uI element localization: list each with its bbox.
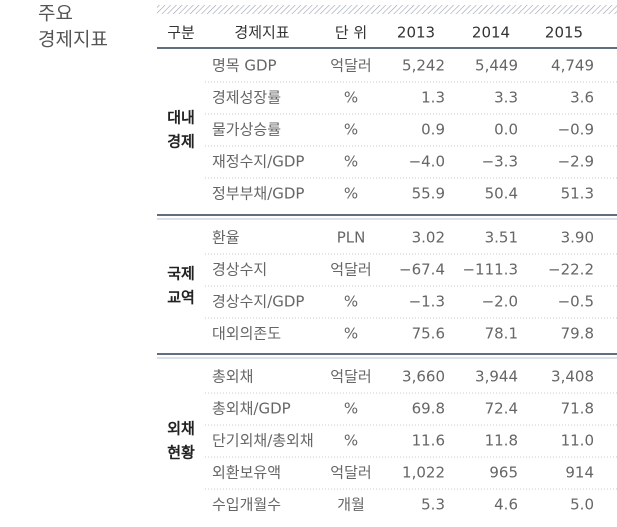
cell: 1,022 [402,464,445,482]
header-cell: 2014 [472,24,510,42]
cell: % [344,185,358,203]
cell: 명목 GDP [212,57,277,75]
group-label: 외채 [167,420,195,438]
cell: 개월 [337,496,365,514]
cell: 3,660 [402,368,445,386]
cell: 대외의존도 [212,325,281,343]
header-cell: 단 위 [335,24,367,42]
cell: 3.6 [570,89,594,107]
cell: 억달러 [330,368,371,386]
cell: 3,408 [551,368,594,386]
cell: −3.3 [482,153,518,171]
cell: −0.5 [558,293,594,311]
cell: −22.2 [548,261,594,279]
cell: 965 [489,464,518,482]
cell: 총외채/GDP [212,400,291,418]
title-line: 경제지표 [38,29,108,51]
cell: % [344,400,358,418]
cell: 78.1 [485,325,518,343]
group-label: 현황 [167,444,195,462]
cell: 5.0 [570,496,594,514]
cell: 4.6 [494,496,518,514]
cell: −2.0 [482,293,518,311]
cell: 단기외채/총외채 [212,432,314,450]
cell: PLN [337,229,366,247]
cell: % [344,153,358,171]
cell: −111.3 [462,261,518,279]
cell: % [344,89,358,107]
cell: 외환보유액 [212,464,281,482]
cell: 72.4 [485,400,518,418]
cell: 3.02 [412,229,445,247]
cell: 4,749 [551,57,594,75]
cell: 억달러 [330,464,371,482]
cell: 5,242 [402,57,445,75]
group-label: 대내 [167,109,195,127]
header-hatch [157,5,617,14]
cell: 5.3 [421,496,445,514]
cell: 75.6 [412,325,445,343]
cell: 경상수지/GDP [212,293,304,311]
cell: 물가상승률 [212,121,281,139]
group-label: 경제 [167,133,195,151]
title-line: 주요 [38,3,73,25]
cell: −2.9 [558,153,594,171]
group-label: 교역 [167,289,195,307]
cell: % [344,432,358,450]
cell: 경상수지 [212,261,267,279]
cell: 정부부채/GDP [212,185,304,203]
cell: % [344,293,358,311]
header-cell: 2015 [545,24,583,42]
cell: −4.0 [409,153,445,171]
cell: 3.90 [561,229,594,247]
cell: 3.51 [485,229,518,247]
cell: % [344,121,358,139]
cell: 수입개월수 [212,496,281,514]
cell: 79.8 [561,325,594,343]
cell: 경제성장률 [212,89,281,107]
cell: 0.0 [494,121,518,139]
cell: 51.3 [561,185,594,203]
cell: −1.3 [409,293,445,311]
cell: 0.9 [421,121,445,139]
cell: % [344,325,358,343]
cell: 3.3 [494,89,518,107]
cell: −67.4 [399,261,445,279]
cell: 71.8 [561,400,594,418]
header-cell: 구분 [167,24,195,42]
cell: 11.0 [561,432,594,450]
cell: 914 [565,464,594,482]
group-label: 국제 [167,265,195,283]
cell: 총외채 [212,368,253,386]
cell: 3,944 [475,368,518,386]
cell: 50.4 [485,185,518,203]
cell: 환율 [212,229,240,247]
cell: 11.8 [485,432,518,450]
cell: 억달러 [330,57,371,75]
cell: 재정수지/GDP [212,153,304,171]
header-cell: 2013 [397,24,435,42]
cell: 69.8 [412,400,445,418]
cell: 5,449 [475,57,518,75]
header-cell: 경제지표 [234,24,289,42]
cell: 1.3 [421,89,445,107]
cell: 11.6 [412,432,445,450]
cell: 억달러 [330,261,371,279]
cell: 55.9 [412,185,445,203]
cell: −0.9 [558,121,594,139]
